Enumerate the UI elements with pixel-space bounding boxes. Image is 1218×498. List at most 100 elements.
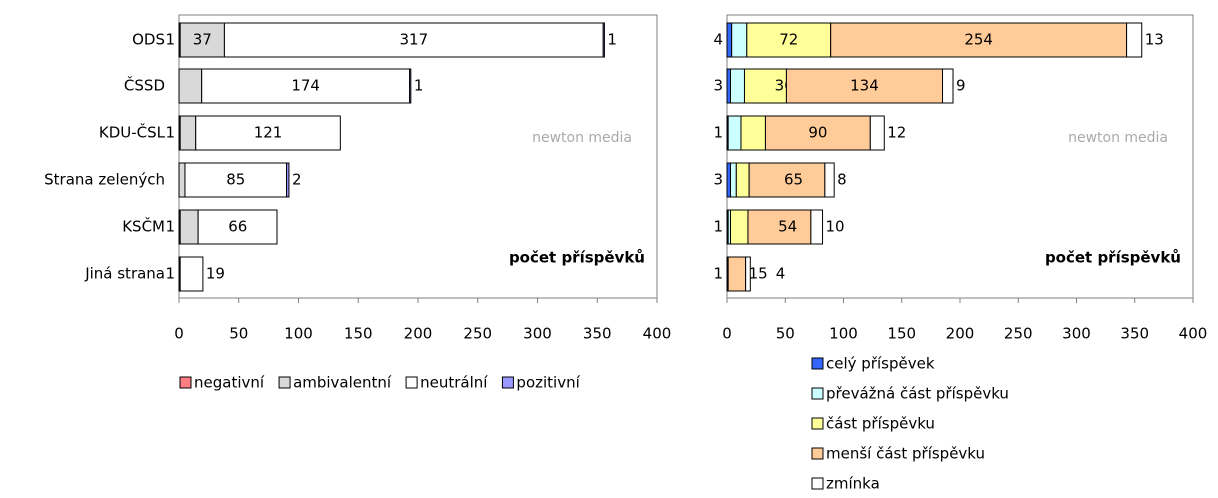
bar-segment	[195, 115, 341, 151]
y-tick-label: KSČM	[122, 217, 165, 236]
x-tick-label: 400	[643, 325, 672, 343]
data-label: 4	[776, 265, 786, 283]
x-tick-label: 50	[776, 325, 795, 343]
data-label: 254	[964, 31, 993, 49]
x-tick-label: 200	[404, 325, 433, 343]
data-label: 90	[808, 124, 827, 142]
x-tick-label: 200	[946, 325, 975, 343]
x-tick-label: 250	[1004, 325, 1033, 343]
data-label: 15	[749, 265, 768, 283]
legend-label: část příspěvku	[826, 415, 935, 433]
legend-swatch	[811, 477, 824, 490]
data-label: 1	[165, 265, 175, 283]
bar-segment	[731, 22, 748, 58]
x-tick-label: 350	[1120, 325, 1149, 343]
x-tick-label: 250	[463, 325, 492, 343]
watermark: newton media	[532, 130, 632, 146]
x-tick-label: 150	[887, 325, 916, 343]
legend-label: neutrální	[420, 374, 488, 392]
data-label: 85	[226, 171, 245, 189]
bar-segment	[748, 162, 826, 198]
x-tick-label: 300	[523, 325, 552, 343]
bar-segment	[785, 68, 944, 104]
legend-swatch	[179, 376, 192, 389]
x-tick-label: 300	[1062, 325, 1091, 343]
bar-segment	[179, 22, 225, 58]
bar-segment	[824, 162, 835, 198]
data-label: 13	[1145, 31, 1164, 49]
bar-segment	[830, 22, 1128, 58]
bar-segment	[743, 68, 787, 104]
bar-segment	[746, 22, 832, 58]
bar-segment	[726, 68, 731, 104]
legend-label: zmínka	[826, 475, 880, 493]
bar-segment	[179, 256, 204, 292]
data-label: 19	[206, 265, 225, 283]
legend-label: celý příspěvek	[826, 355, 935, 373]
legend-swatch	[278, 376, 291, 389]
annotation: počet příspěvků	[509, 249, 645, 267]
x-tick-label: 350	[583, 325, 612, 343]
bar-segment	[729, 162, 737, 198]
data-label: 317	[399, 31, 428, 49]
y-tick-label: ODS	[132, 31, 165, 49]
data-label: 134	[850, 77, 879, 95]
data-label: 10	[826, 218, 845, 236]
data-label: 121	[254, 124, 283, 142]
data-label: 3	[713, 77, 723, 95]
bar-segment	[729, 209, 749, 245]
bar-segment	[197, 209, 278, 245]
bar-segment	[727, 115, 742, 151]
bar-segment	[602, 22, 605, 58]
bar-segment	[740, 115, 766, 151]
bar-segment	[178, 162, 186, 198]
legend-label: ambivalentní	[293, 374, 392, 392]
bar-segment	[727, 256, 747, 292]
legend-swatch	[501, 376, 514, 389]
x-tick-label: 400	[1179, 325, 1208, 343]
x-tick-label: 150	[344, 325, 373, 343]
legend-swatch	[811, 417, 824, 430]
x-tick-label: 0	[722, 325, 732, 343]
legend-swatch	[405, 376, 418, 389]
bar-segment	[726, 162, 731, 198]
legend-label: menší část příspěvku	[826, 445, 985, 463]
data-label: 1	[607, 31, 617, 49]
x-tick-label: 0	[174, 325, 184, 343]
legend-label: negativní	[194, 374, 265, 392]
data-label: 72	[779, 31, 798, 49]
data-label: 65	[784, 171, 803, 189]
bar-segment	[178, 68, 203, 104]
annotation: počet příspěvků	[1045, 249, 1181, 267]
x-tick-label: 100	[284, 325, 313, 343]
data-label: 1	[414, 77, 424, 95]
plot-area	[726, 14, 1194, 299]
data-label: 9	[956, 77, 966, 95]
data-label: 174	[291, 77, 320, 95]
bar-segment	[729, 68, 745, 104]
x-tick-label: 50	[229, 325, 248, 343]
data-label: 37	[193, 31, 212, 49]
bar-segment	[286, 162, 290, 198]
data-label: 3	[713, 171, 723, 189]
data-label: 1	[165, 31, 175, 49]
data-label: 12	[887, 124, 906, 142]
y-tick-label: Strana zelených	[44, 171, 165, 189]
bar-segment	[179, 209, 199, 245]
legend-swatch	[811, 387, 824, 400]
bar-segment	[179, 115, 197, 151]
bar-segment	[745, 256, 751, 292]
data-label: 66	[228, 218, 247, 236]
data-label: 1	[713, 218, 723, 236]
watermark: newton media	[1068, 130, 1168, 146]
data-label: 1	[713, 265, 723, 283]
bar-segment	[942, 68, 954, 104]
plot-area	[178, 14, 658, 299]
data-label: 54	[778, 218, 797, 236]
data-label: 1	[165, 218, 175, 236]
data-label: 1	[713, 124, 723, 142]
bar-segment	[409, 68, 412, 104]
bar-segment	[726, 22, 733, 58]
y-tick-label: ČSSD	[124, 76, 165, 95]
